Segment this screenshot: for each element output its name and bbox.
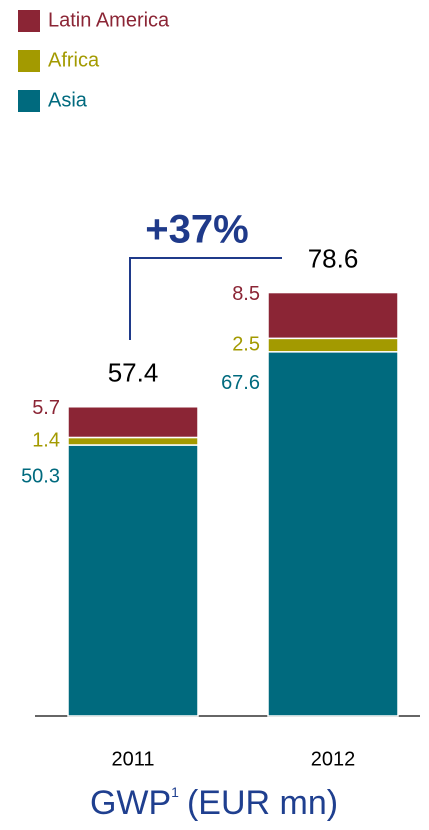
value-label: 67.6 xyxy=(221,372,260,394)
x-tick-label: 2011 xyxy=(111,748,154,770)
value-label: 5.7 xyxy=(32,397,60,419)
title-unit: (EUR mn) xyxy=(187,784,338,822)
bar-segment xyxy=(67,406,199,439)
title-footnote: 1 xyxy=(171,784,179,800)
growth-annotation: +37% xyxy=(145,208,248,252)
bar-segment xyxy=(267,351,399,717)
legend-label: Asia xyxy=(48,89,88,111)
legend-swatch xyxy=(18,90,40,112)
x-tick-label: 2012 xyxy=(311,748,356,770)
total-label: 57.4 xyxy=(108,358,159,388)
legend-swatch xyxy=(18,50,40,72)
legend-swatch xyxy=(18,10,40,32)
value-label: 2.5 xyxy=(232,333,260,355)
title-text: GWP xyxy=(90,784,171,822)
value-label: 1.4 xyxy=(32,430,60,452)
total-label: 78.6 xyxy=(308,243,359,273)
growth-bracket xyxy=(129,257,282,340)
legend-label: Africa xyxy=(48,49,100,71)
bar-segment xyxy=(67,436,199,446)
legend-label: Latin America xyxy=(48,9,170,31)
value-label: 8.5 xyxy=(232,283,260,305)
bar-segment xyxy=(67,444,199,717)
chart-title: GWP1 (EUR mn) xyxy=(90,784,338,822)
value-label: 50.3 xyxy=(21,465,60,487)
bar-segment xyxy=(267,337,399,353)
bar-segment xyxy=(267,291,399,340)
